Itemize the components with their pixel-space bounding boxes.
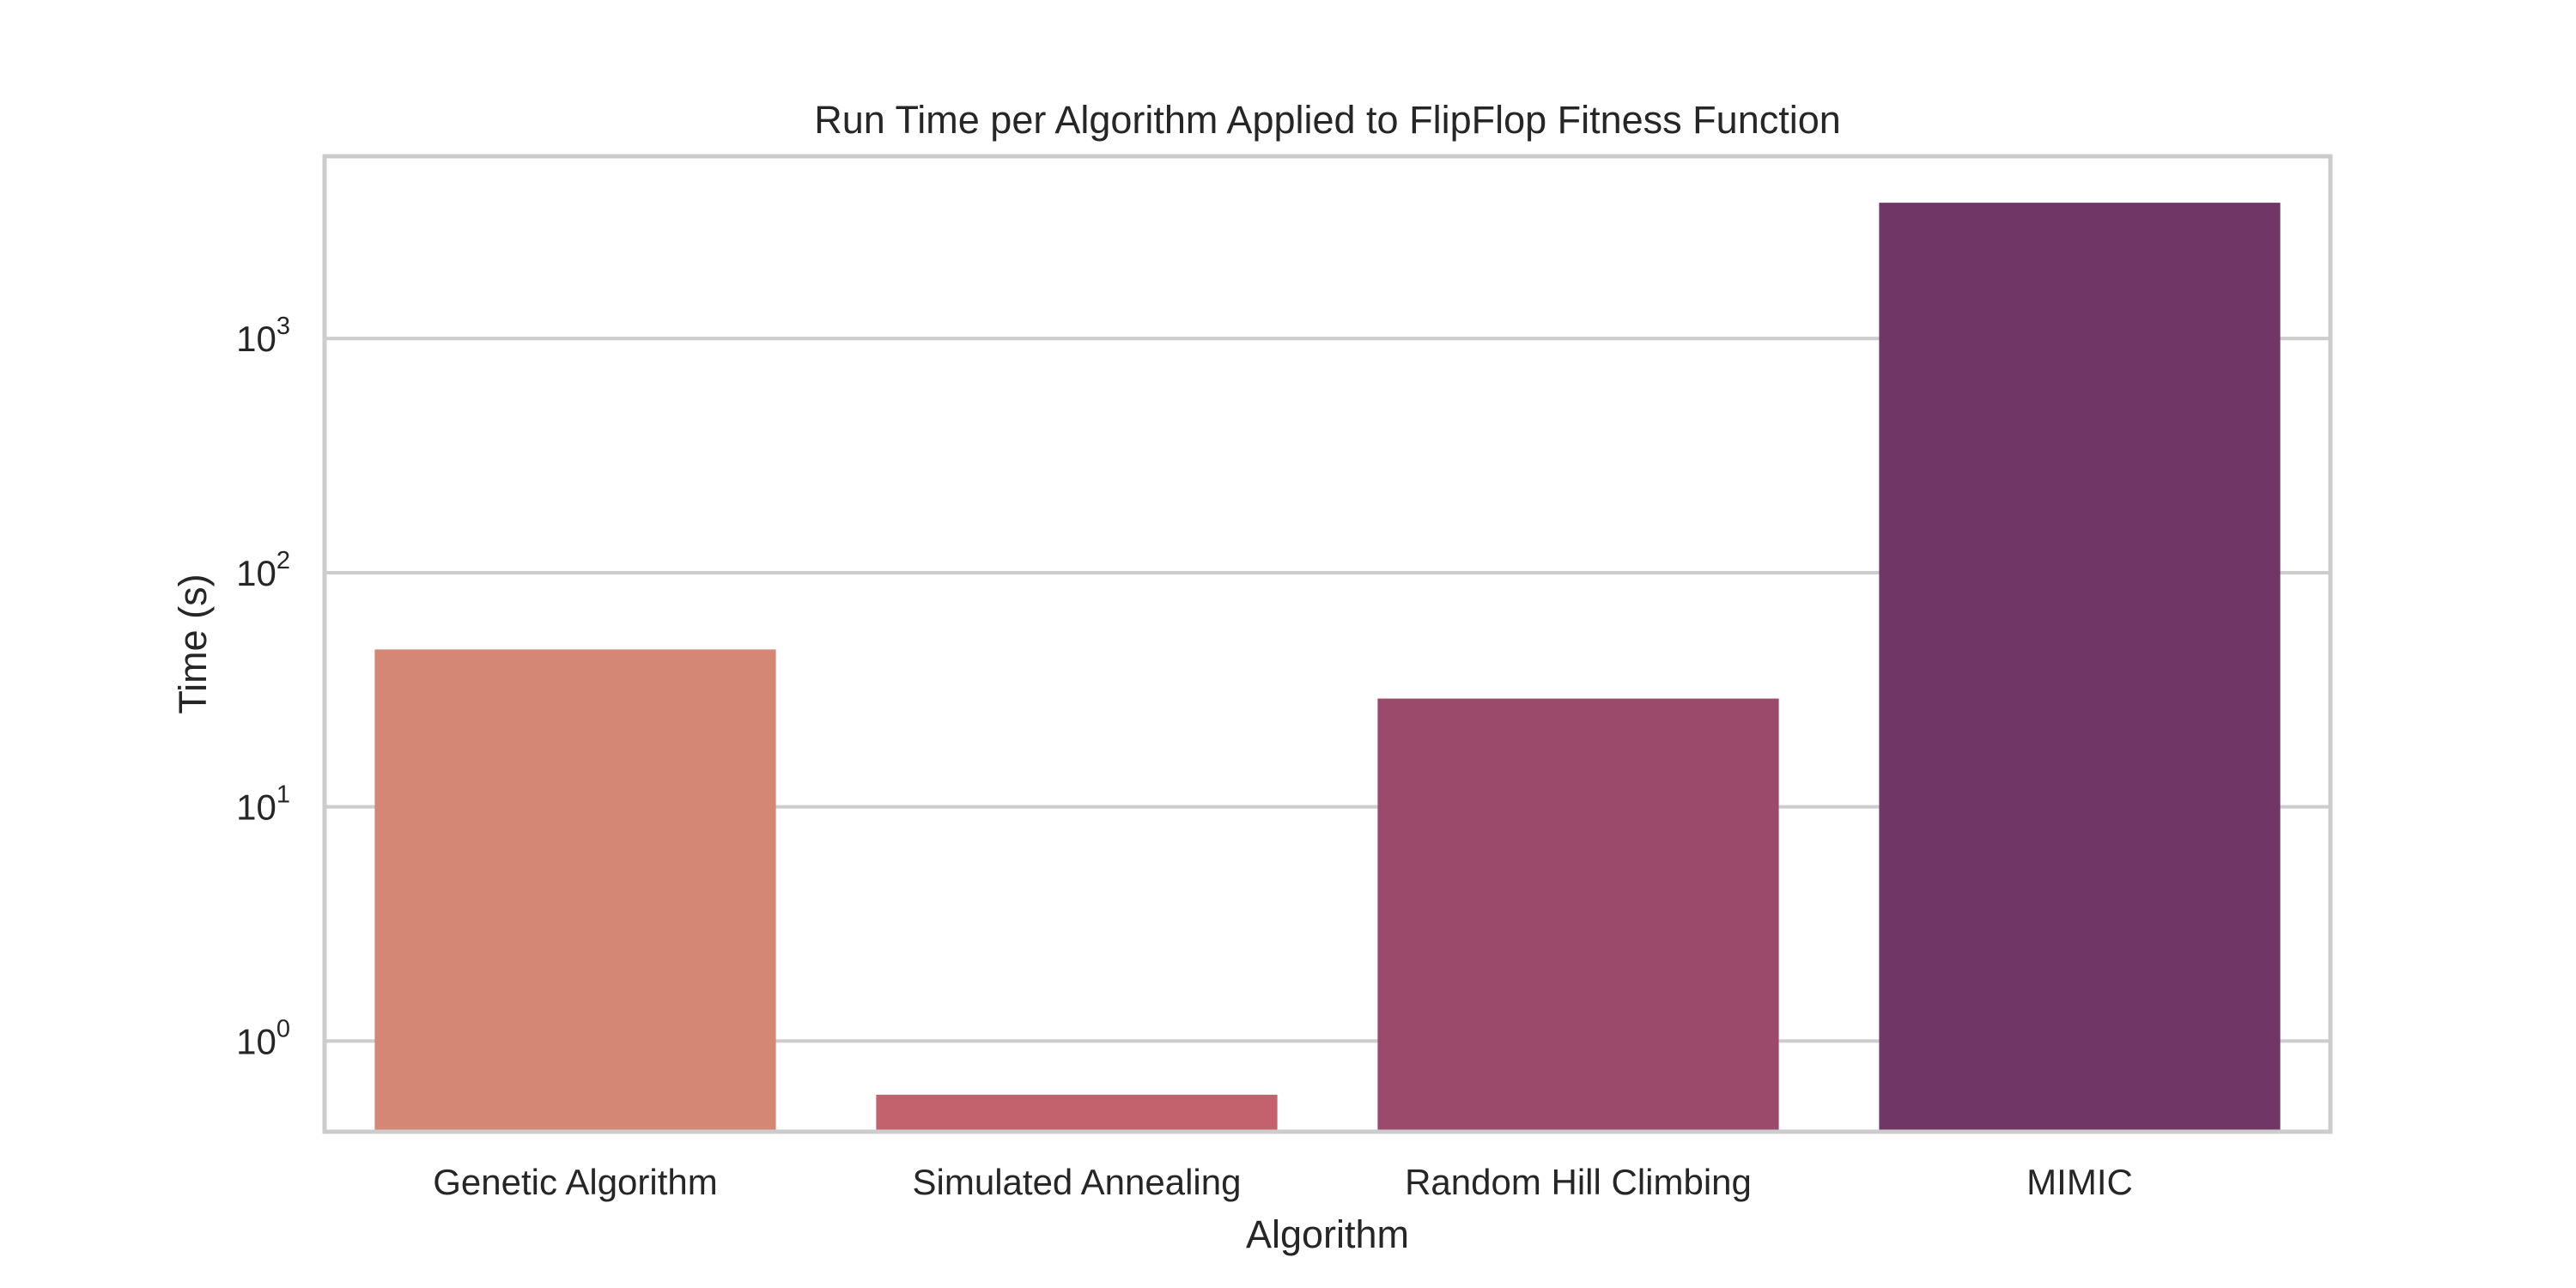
y-tick-exponent: 2 [276, 547, 290, 574]
y-tick-label: 103 [236, 313, 290, 359]
y-tick-base: 10 [236, 553, 276, 593]
y-axis-label: Time (s) [171, 574, 215, 714]
x-tick-label: MIMIC [2026, 1162, 2133, 1202]
bars [374, 203, 2281, 1132]
x-axis-label: Algorithm [1246, 1212, 1409, 1256]
bar-mimic [1879, 203, 2281, 1132]
bar-simulated-annealing [876, 1094, 1278, 1132]
x-tick-label: Genetic Algorithm [433, 1162, 718, 1202]
y-tick-exponent: 0 [276, 1015, 290, 1042]
y-tick-base: 10 [236, 1021, 276, 1061]
x-tick-label: Random Hill Climbing [1405, 1162, 1752, 1202]
x-axis-ticks: Genetic Algorithm Simulated Annealing Rand… [433, 1162, 2133, 1202]
y-tick-label: 100 [236, 1015, 290, 1061]
x-tick-label: Simulated Annealing [913, 1162, 1242, 1202]
plot-area-frame [322, 154, 2333, 1134]
bar-random-hill-climbing [1377, 698, 1779, 1132]
y-tick-exponent: 3 [276, 313, 290, 340]
y-tick-base: 10 [236, 319, 276, 359]
chart-title: Run Time per Algorithm Applied to FlipFl… [814, 98, 1841, 142]
y-tick-exponent: 1 [276, 781, 290, 809]
y-tick-label: 101 [236, 781, 290, 828]
y-tick-base: 10 [236, 787, 276, 828]
bar-genetic-algorithm [374, 649, 776, 1132]
y-tick-label: 102 [236, 547, 290, 593]
